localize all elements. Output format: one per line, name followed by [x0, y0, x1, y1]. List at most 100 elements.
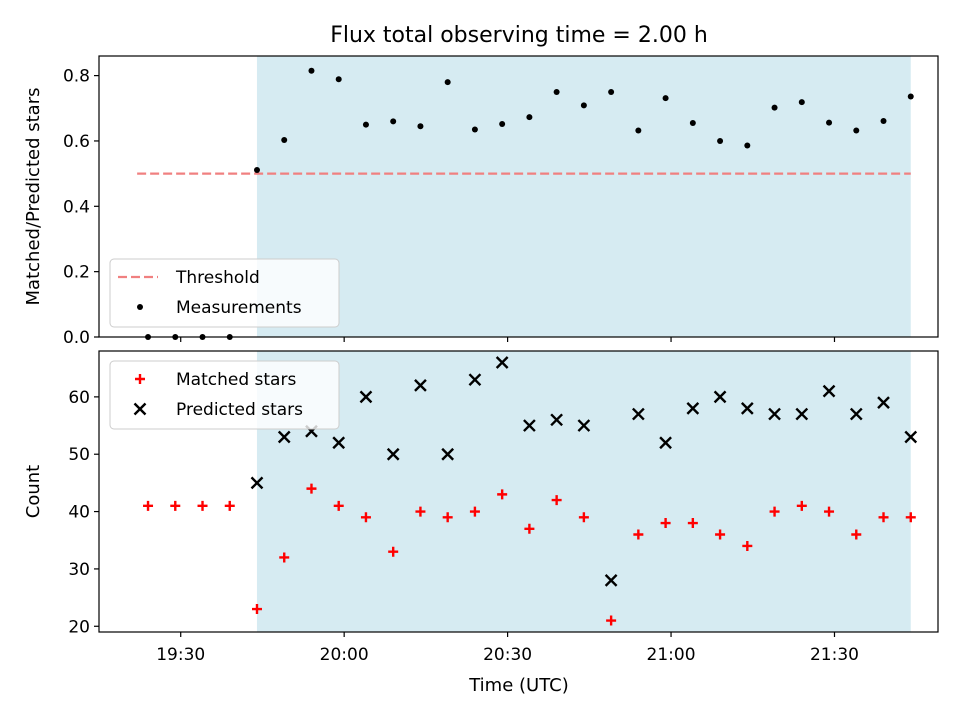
y-tick-label: 20 [68, 617, 90, 637]
matched-point [578, 512, 589, 523]
y-tick-label: 0.6 [63, 132, 90, 152]
y-tick-label: 50 [68, 445, 90, 465]
y-axis-label: Matched/Predicted stars [23, 88, 44, 306]
matched-point [306, 483, 317, 494]
x-tick-label: 19:30 [156, 645, 205, 665]
measurement-point [308, 67, 315, 74]
measurement-point [499, 120, 506, 127]
predicted-point [632, 407, 645, 421]
y-tick-label: 0.2 [63, 263, 90, 283]
predicted-point [849, 407, 863, 421]
measurement-point [471, 126, 478, 133]
x-axis-label: Time (UTC) [468, 675, 569, 696]
measurement-point [362, 121, 369, 128]
matched-point [279, 552, 290, 563]
measurement-point [798, 99, 805, 106]
matched-point [633, 529, 644, 540]
predicted-point [250, 476, 264, 490]
y-tick-label: 40 [68, 503, 90, 523]
predicted-point [550, 413, 563, 427]
matched-point [905, 512, 916, 523]
y-tick-label: 0.4 [63, 197, 90, 217]
y-tick-label: 60 [68, 388, 90, 408]
x-tick-label: 21:00 [647, 645, 696, 665]
predicted-point [441, 447, 455, 461]
predicted-point [495, 356, 509, 369]
legend-label: Measurements [176, 298, 302, 318]
axes-frame [98, 350, 939, 633]
matched-point [197, 500, 208, 511]
observing-window-span [256, 56, 911, 337]
matched-point [469, 506, 480, 517]
predicted-point [468, 373, 482, 387]
x-tick-label: 21:30 [810, 645, 859, 665]
matched-point [415, 506, 426, 517]
predicted-point [768, 407, 781, 421]
measurement-point [580, 102, 587, 109]
predicted-point [577, 419, 591, 432]
predicted-point [686, 401, 700, 415]
predicted-point [795, 407, 809, 421]
measurement-point [526, 114, 533, 121]
measurement-point [335, 76, 342, 83]
predicted-point [822, 384, 836, 398]
top-panel: 0.0 0.2 0.4 0.6 0.8 Matched/Predicted stars Th… [23, 55, 939, 348]
predicted-point [332, 436, 346, 450]
series-matched-stars [143, 483, 916, 626]
matched-point [742, 540, 753, 551]
measurement-point [608, 88, 615, 95]
observing-window-span [256, 351, 911, 632]
legend-label: Matched stars [176, 370, 296, 390]
matched-point [687, 518, 698, 529]
matched-point [388, 546, 399, 557]
measurement-point [635, 127, 642, 134]
matched-point [796, 500, 807, 511]
matched-point [442, 512, 453, 523]
matched-point [497, 489, 508, 500]
legend-label: Predicted stars [176, 400, 303, 420]
measurement-point [689, 119, 696, 126]
y-axis-label: Count [23, 465, 44, 518]
matched-point [143, 500, 154, 511]
measurement-point [281, 136, 288, 143]
matched-point [251, 604, 262, 615]
matched-point [551, 495, 562, 506]
measurement-point [826, 119, 833, 126]
predicted-point [604, 574, 618, 587]
legend-box [109, 258, 340, 328]
matched-point [878, 512, 889, 523]
matched-point [715, 529, 726, 540]
matched-point [769, 506, 780, 517]
measurement-point [907, 93, 914, 100]
predicted-point [414, 379, 427, 392]
measurement-point [417, 123, 424, 130]
measurement-point [662, 95, 669, 102]
matched-point [524, 523, 535, 534]
predicted-point [659, 436, 672, 450]
matched-point [170, 500, 181, 511]
bottom-panel: 20 30 40 50 60 19:30 20:00 20:30 21:00 21:30 Count… [23, 350, 939, 665]
measurement-point [717, 137, 724, 144]
measurement-point [880, 118, 887, 125]
predicted-point [740, 401, 754, 415]
matched-point [360, 512, 371, 523]
measurement-point [853, 127, 860, 134]
predicted-point [386, 447, 400, 461]
predicted-point [359, 390, 373, 404]
y-tick-label: 30 [68, 560, 90, 580]
matched-point [660, 518, 671, 529]
series-predicted-stars [250, 356, 918, 587]
legend: Threshold Measurements [109, 258, 340, 328]
measurement-point [744, 142, 751, 149]
axes-frame [98, 55, 939, 338]
legend-box [109, 360, 340, 430]
predicted-point [713, 390, 727, 404]
predicted-point [523, 419, 536, 432]
measurement-point [390, 118, 397, 125]
matched-point [224, 500, 235, 511]
measurement-point [553, 88, 560, 95]
legend-label: Threshold [175, 268, 260, 288]
y-tick-label: 0.8 [63, 67, 90, 87]
measurement-point [771, 104, 778, 111]
